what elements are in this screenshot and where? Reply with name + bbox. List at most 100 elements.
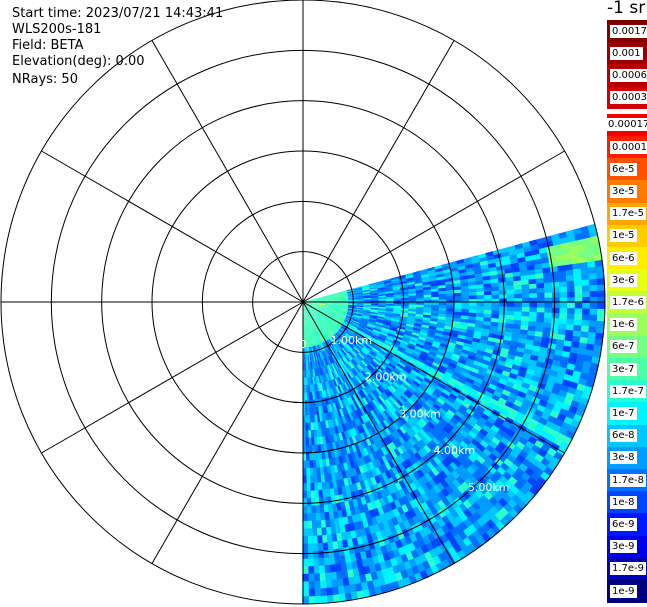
range-gate: [370, 309, 379, 312]
range-gate: [410, 354, 419, 361]
range-gate: [385, 435, 393, 445]
range-gate: [421, 415, 430, 425]
range-gate: [303, 324, 305, 333]
range-gate: [344, 454, 350, 463]
range-gate: [369, 313, 378, 317]
range-gate: [463, 411, 473, 421]
range-gate: [534, 331, 544, 338]
range-gate: [315, 337, 320, 345]
range-gate: [322, 397, 327, 406]
range-gate: [340, 366, 347, 375]
range-gate: [347, 405, 354, 414]
range-gate: [376, 386, 385, 394]
range-gate: [418, 408, 427, 417]
range-gate: [418, 439, 427, 448]
range-gate: [319, 343, 324, 352]
range-gate: [344, 355, 351, 363]
range-gate: [398, 322, 407, 327]
range-gate: [405, 484, 414, 494]
range-gate: [489, 357, 499, 365]
range-gate: [370, 427, 377, 436]
range-gate: [313, 573, 321, 582]
range-gate: [441, 497, 451, 507]
range-gate: [348, 436, 355, 446]
range-gate: [307, 307, 314, 314]
range-gate: [565, 329, 574, 337]
range-gate: [304, 309, 307, 318]
range-gate: [381, 391, 390, 400]
range-gate: [476, 295, 485, 300]
range-gate: [477, 387, 487, 396]
range-gate: [329, 316, 337, 321]
range-gate: [489, 397, 499, 406]
range-gate: [457, 377, 467, 385]
range-gate: [325, 332, 331, 339]
range-gate: [476, 517, 487, 528]
range-gate: [366, 374, 374, 383]
range-gate: [330, 533, 338, 543]
range-gate: [498, 310, 507, 316]
range-gate: [312, 313, 318, 320]
range-gate: [535, 273, 544, 280]
range-gate: [322, 350, 328, 359]
range-gate: [380, 455, 389, 465]
range-gate: [383, 320, 392, 325]
range-gate: [540, 341, 550, 349]
range-gate: [427, 353, 436, 360]
range-gate: [457, 407, 466, 416]
range-gate: [462, 469, 473, 479]
range-gate: [345, 437, 352, 447]
range-gate: [589, 290, 598, 298]
range-gate: [337, 440, 343, 449]
grid-layer: [0, 0, 606, 605]
range-gate: [427, 330, 436, 336]
range-gate: [581, 319, 590, 327]
range-gate: [309, 305, 317, 310]
range-gate: [353, 357, 361, 365]
range-gate: [355, 364, 363, 373]
range-gate: [316, 474, 322, 483]
range-gate: [413, 275, 422, 280]
range-gate: [393, 296, 402, 299]
range-gate: [379, 393, 388, 402]
range-gate: [340, 304, 349, 306]
range-gate: [378, 335, 387, 341]
range-gate: [447, 419, 457, 429]
range-gate: [395, 514, 404, 525]
range-gate: [538, 417, 548, 427]
range-gate: [438, 296, 447, 300]
range-gate: [312, 313, 319, 320]
range-gate: [510, 262, 520, 269]
range-gate: [428, 439, 438, 449]
range-gate: [347, 311, 356, 315]
range-gate: [320, 398, 325, 407]
range-gate: [324, 519, 331, 528]
azimuth-spoke: [151, 301, 304, 564]
range-gate: [383, 356, 391, 364]
range-gate: [391, 475, 399, 485]
range-gate: [310, 303, 319, 305]
range-gate: [416, 504, 426, 514]
range-gate: [391, 402, 400, 412]
range-gate: [499, 462, 510, 472]
range-gate: [309, 306, 316, 311]
range-gate: [375, 490, 383, 500]
range-gate: [370, 299, 379, 301]
range-gate: [486, 416, 497, 426]
range-gate: [388, 331, 397, 336]
range-gate: [350, 324, 359, 329]
range-gate: [558, 281, 568, 288]
range-gate: [352, 385, 359, 394]
range-gate: [492, 492, 503, 503]
range-gate: [513, 315, 522, 322]
range-gate: [370, 381, 378, 390]
range-gate: [441, 415, 451, 424]
range-gate: [362, 565, 371, 575]
range-gate: [335, 342, 342, 350]
range-gate: [387, 477, 396, 487]
range-gate: [445, 347, 455, 354]
range-gate: [412, 380, 421, 388]
range-gate: [462, 367, 471, 375]
range-gate: [423, 413, 432, 422]
range-gate: [361, 347, 370, 355]
